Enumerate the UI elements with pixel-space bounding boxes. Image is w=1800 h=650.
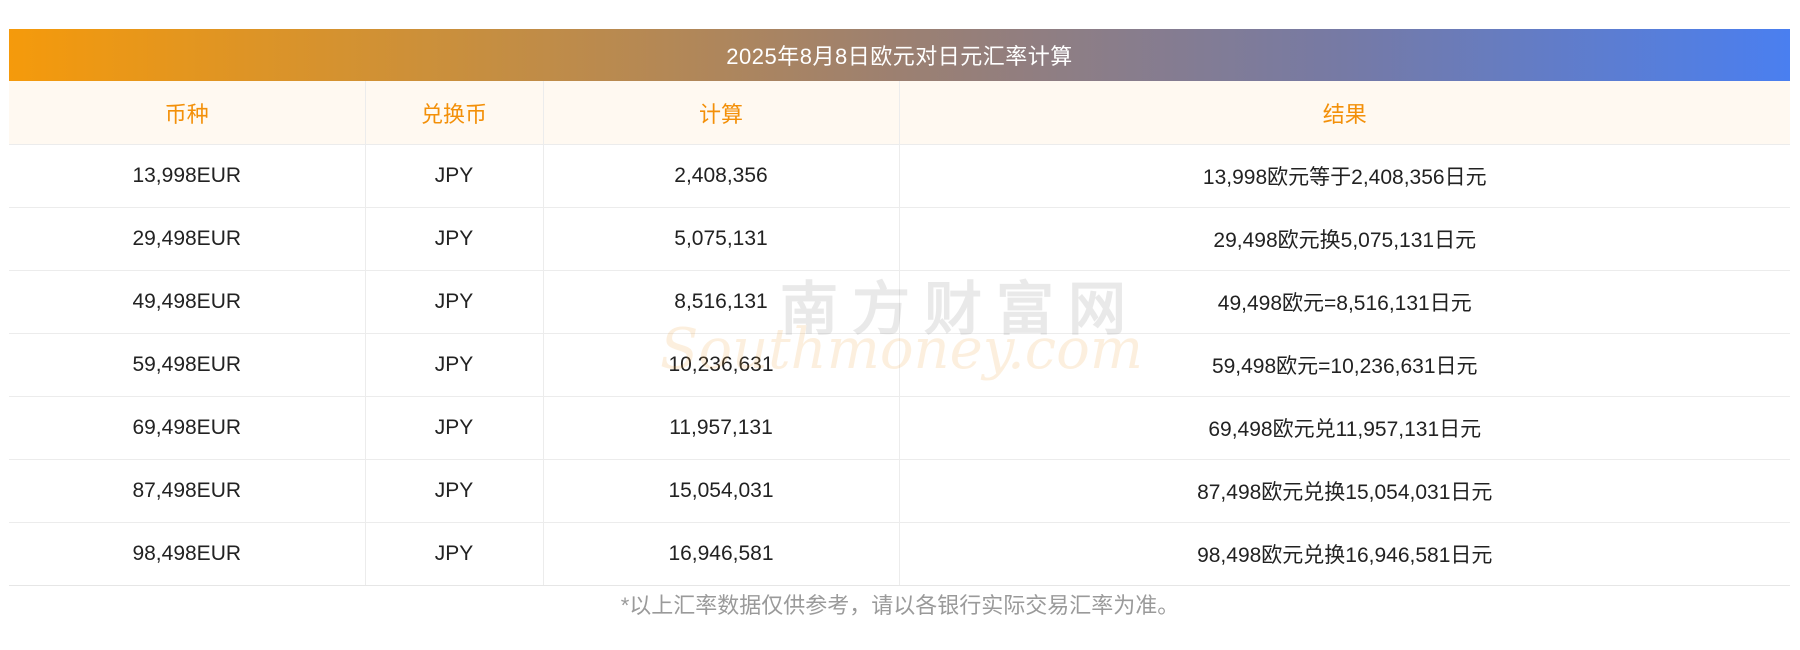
cell-calc: 8,516,131 [543, 270, 900, 334]
table-row: 69,498EUR JPY 11,957,131 69,498欧元兑11,957… [9, 396, 1790, 460]
cell-calc: 5,075,131 [543, 207, 900, 271]
cell-target: JPY [365, 459, 544, 523]
cell-target: JPY [365, 522, 544, 586]
cell-currency: 13,998EUR [9, 144, 366, 208]
cell-result: 98,498欧元兑换16,946,581日元 [899, 522, 1790, 586]
header-row: 币种 兑换币 计算 结果 [9, 81, 1790, 145]
header-target-currency: 兑换币 [365, 81, 544, 145]
table-row: 13,998EUR JPY 2,408,356 13,998欧元等于2,408,… [9, 144, 1790, 208]
cell-result: 29,498欧元换5,075,131日元 [899, 207, 1790, 271]
header-currency: 币种 [9, 81, 366, 145]
cell-target: JPY [365, 396, 544, 460]
cell-calc: 11,957,131 [543, 396, 900, 460]
cell-currency: 59,498EUR [9, 333, 366, 397]
table-row: 59,498EUR JPY 10,236,631 59,498欧元=10,236… [9, 333, 1790, 397]
rate-table-container: 2025年8月8日欧元对日元汇率计算 币种 兑换币 计算 结果 13,998EU… [9, 29, 1790, 586]
disclaimer-note: *以上汇率数据仅供参考，请以各银行实际交易汇率为准。 [620, 593, 1180, 618]
cell-result: 13,998欧元等于2,408,356日元 [899, 144, 1790, 208]
cell-result: 49,498欧元=8,516,131日元 [899, 270, 1790, 334]
cell-target: JPY [365, 207, 544, 271]
table-row: 98,498EUR JPY 16,946,581 98,498欧元兑换16,94… [9, 522, 1790, 586]
cell-currency: 29,498EUR [9, 207, 366, 271]
cell-calc: 2,408,356 [543, 144, 900, 208]
cell-result: 87,498欧元兑换15,054,031日元 [899, 459, 1790, 523]
cell-calc: 15,054,031 [543, 459, 900, 523]
header-result: 结果 [899, 81, 1790, 145]
table-title: 2025年8月8日欧元对日元汇率计算 [9, 29, 1790, 81]
cell-currency: 69,498EUR [9, 396, 366, 460]
cell-target: JPY [365, 270, 544, 334]
cell-calc: 10,236,631 [543, 333, 900, 397]
table-row: 49,498EUR JPY 8,516,131 49,498欧元=8,516,1… [9, 270, 1790, 334]
table-row: 29,498EUR JPY 5,075,131 29,498欧元换5,075,1… [9, 207, 1790, 271]
cell-currency: 98,498EUR [9, 522, 366, 586]
rate-table: 币种 兑换币 计算 结果 13,998EUR JPY 2,408,356 13,… [9, 81, 1790, 586]
cell-calc: 16,946,581 [543, 522, 900, 586]
cell-target: JPY [365, 333, 544, 397]
cell-currency: 49,498EUR [9, 270, 366, 334]
cell-result: 69,498欧元兑11,957,131日元 [899, 396, 1790, 460]
cell-result: 59,498欧元=10,236,631日元 [899, 333, 1790, 397]
table-row: 87,498EUR JPY 15,054,031 87,498欧元兑换15,05… [9, 459, 1790, 523]
cell-currency: 87,498EUR [9, 459, 366, 523]
cell-target: JPY [365, 144, 544, 208]
header-calculation: 计算 [543, 81, 900, 145]
